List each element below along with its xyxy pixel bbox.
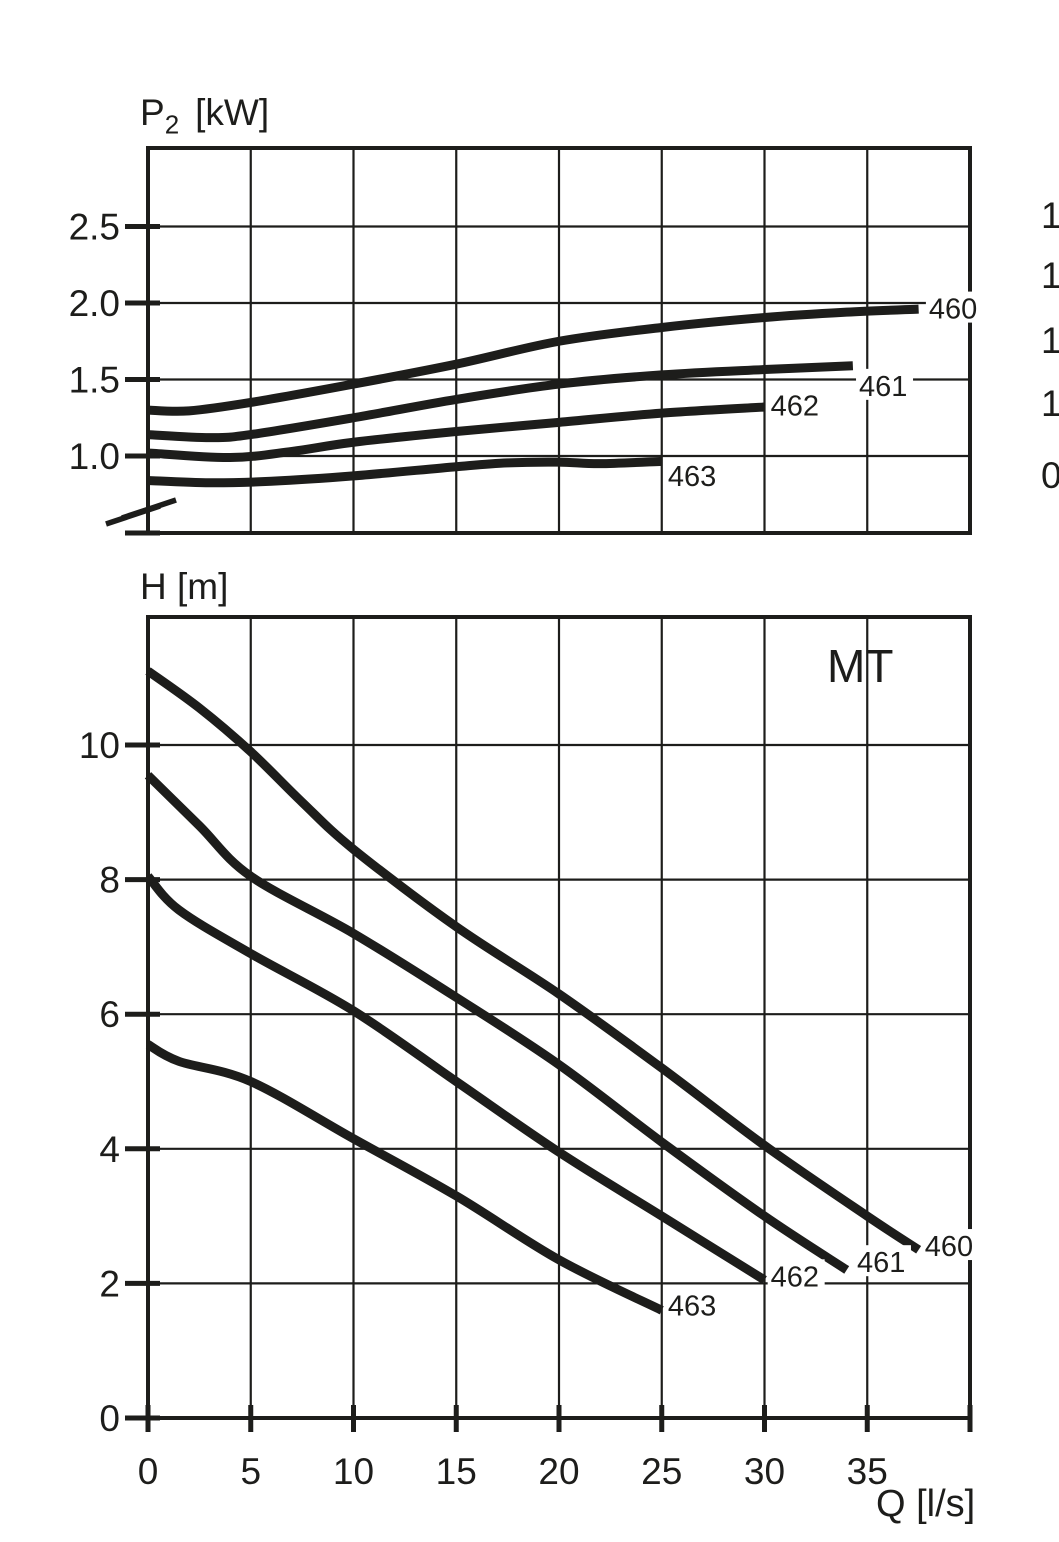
curve-label-462: 462	[771, 1261, 819, 1293]
cropped-axis-label: 1	[1041, 320, 1059, 361]
cropped-axis-label: 1	[1041, 195, 1059, 236]
curve-463	[145, 1040, 664, 1315]
power-symbol: P	[140, 92, 165, 133]
y-tick-label: 2.0	[69, 283, 120, 324]
curve-label-halo	[856, 368, 914, 400]
flow-axis-title: Q [l/s]	[876, 1483, 976, 1525]
y-tick-label: 8	[99, 860, 120, 901]
x-tick-label: 25	[641, 1451, 682, 1492]
x-tick-label: 20	[538, 1451, 579, 1492]
x-tick-label: 35	[847, 1451, 888, 1492]
x-tick-label: 5	[240, 1451, 261, 1492]
y-tick-label: 2.5	[69, 207, 120, 248]
curve-label-halo	[664, 459, 722, 491]
plot-border	[146, 146, 972, 535]
pump-family-label: MT	[827, 640, 894, 692]
y-tick-label: 4	[99, 1129, 120, 1170]
curve-label-461: 461	[859, 371, 907, 403]
curve-label-463: 463	[668, 461, 716, 493]
x-tick-label: 30	[744, 1451, 785, 1492]
head-axis-title: H [m]	[140, 566, 229, 607]
y-tick-label: 1.0	[69, 436, 120, 477]
x-tick-label: 15	[436, 1451, 477, 1492]
curve-462	[144, 873, 767, 1284]
curve-label-halo	[767, 388, 825, 420]
power-axis-title: P2 [kW]	[140, 92, 270, 137]
curve-label-463: 463	[668, 1290, 716, 1322]
curve-label-halo	[921, 1229, 979, 1261]
curve-label-460: 460	[925, 1231, 973, 1263]
power-symbol-subscript: 2	[164, 109, 180, 140]
curve-461	[144, 772, 850, 1274]
power-unit: [kW]	[195, 92, 270, 133]
y-tick-label: 2	[99, 1263, 120, 1304]
cropped-axis-label: 1	[1041, 383, 1059, 424]
curve-label-halo	[853, 1245, 911, 1277]
curve-461	[147, 361, 854, 443]
curve-label-halo	[925, 291, 983, 323]
y-tick-label: 1.5	[69, 360, 120, 401]
y-tick-label: 6	[99, 994, 120, 1035]
curve-462	[147, 402, 765, 463]
curve-label-461: 461	[857, 1247, 905, 1279]
curve-label-halo	[664, 1288, 722, 1320]
curve-label-460: 460	[929, 294, 977, 326]
cropped-axis-label: 0	[1041, 455, 1059, 496]
y-tick-label: 10	[79, 725, 120, 766]
curve-460	[145, 667, 922, 1254]
curve-label-halo	[767, 1259, 825, 1291]
curve-label-462: 462	[771, 391, 819, 423]
y-tick-label: 0	[99, 1398, 120, 1439]
axis-break-icon	[105, 497, 177, 527]
x-tick-label: 10	[333, 1451, 374, 1492]
x-tick-label: 0	[138, 1451, 159, 1492]
cropped-axis-label: 1	[1041, 255, 1059, 296]
curve-460	[147, 304, 919, 416]
curve-463	[147, 456, 662, 488]
